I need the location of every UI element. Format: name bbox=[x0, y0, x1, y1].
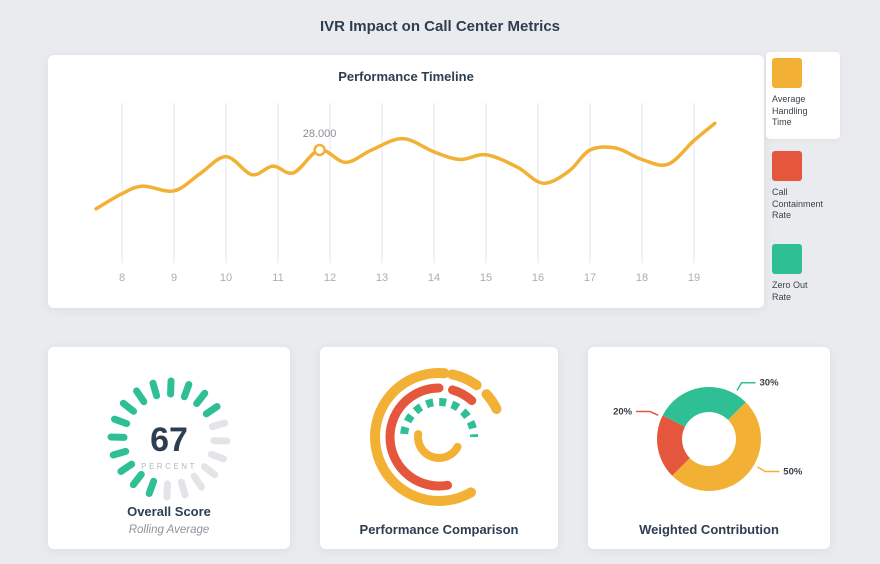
donut-slice-50%[interactable] bbox=[672, 402, 761, 491]
legend-swatch-yellow-icon bbox=[772, 58, 802, 88]
comparison-arc-red bbox=[385, 383, 453, 491]
gauge-unit: PERCENT bbox=[141, 462, 197, 471]
performance-comparison-card: Performance Comparison bbox=[320, 347, 558, 549]
gauge-title: Overall Score bbox=[127, 504, 211, 519]
donut-title: Weighted Contribution bbox=[639, 522, 779, 537]
x-axis-tick: 16 bbox=[532, 272, 544, 284]
comparison-arc-yellow bbox=[414, 430, 462, 462]
x-axis-tick: 18 bbox=[636, 272, 648, 284]
legend-item-call-containment-rate[interactable]: Call Containment Rate bbox=[766, 145, 840, 232]
donut-leader-line bbox=[757, 466, 780, 473]
x-axis-tick: 11 bbox=[272, 272, 283, 284]
comparison-arc-yellow bbox=[447, 369, 482, 391]
weighted-contribution-card: 20% 30% 50% Weighted Contribution bbox=[588, 347, 830, 549]
x-axis-tick: 19 bbox=[688, 272, 700, 284]
timeline-line-chart: 8 9 10 11 12 13 14 15 16 17 18 19 28.000 bbox=[94, 103, 717, 284]
performance-timeline-card: Performance Timeline 8 9 10 11 12 13 14 15 16 17 1… bbox=[48, 55, 764, 308]
donut-label: 50% bbox=[783, 467, 803, 478]
point-annotation: 28.000 bbox=[303, 128, 337, 140]
donut-slice-20%[interactable] bbox=[657, 415, 690, 476]
performance-comparison-radial-chart bbox=[370, 368, 502, 506]
x-axis-tick: 17 bbox=[584, 272, 596, 284]
timeline-title: Performance Timeline bbox=[338, 69, 474, 84]
page-title: IVR Impact on Call Center Metrics bbox=[319, 18, 561, 35]
chart-legend: Average Handling Time Call Containment R… bbox=[766, 52, 840, 320]
legend-label: Zero Out Rate bbox=[772, 280, 808, 302]
x-axis-tick: 14 bbox=[428, 272, 440, 284]
x-axis-tick: 9 bbox=[171, 272, 177, 284]
donut-label: 30% bbox=[760, 378, 780, 389]
weighted-contribution-donut-chart: 20% 30% 50% bbox=[613, 378, 803, 491]
x-axis-tick: 15 bbox=[480, 272, 492, 284]
legend-swatch-teal-icon bbox=[772, 244, 802, 275]
x-axis-tick: 10 bbox=[220, 272, 232, 284]
gauge-dashes bbox=[107, 377, 231, 501]
donut-leader-line bbox=[736, 381, 756, 391]
legend-swatch-red-icon bbox=[772, 151, 802, 182]
legend-item-average-handling-time[interactable]: Average Handling Time bbox=[766, 52, 840, 140]
x-axis-tick: 12 bbox=[324, 272, 336, 284]
legend-label: Call Containment Rate bbox=[772, 187, 824, 221]
timeline-series-line bbox=[94, 121, 717, 211]
x-axis-tick: 8 bbox=[119, 272, 125, 284]
x-axis-tick: 13 bbox=[376, 272, 388, 284]
gauge-subtitle: Rolling Average bbox=[128, 524, 210, 536]
comparison-arc-teal bbox=[400, 398, 478, 438]
legend-label: Average Handling Time bbox=[772, 94, 808, 128]
donut-label: 20% bbox=[613, 407, 633, 418]
donut-leader-line bbox=[636, 410, 659, 417]
comparison-arc-yellow bbox=[481, 389, 502, 414]
comparison-title: Performance Comparison bbox=[359, 522, 519, 537]
timeline-point-marker[interactable] bbox=[313, 143, 326, 157]
gauge-value: 67 bbox=[150, 421, 188, 459]
donut-slice-30%[interactable] bbox=[662, 387, 746, 427]
comparison-arc-yellow bbox=[370, 368, 476, 506]
comparison-arc-red bbox=[448, 385, 477, 406]
overall-score-card: 67 PERCENT Overall Score Rolling Average bbox=[48, 347, 290, 549]
overall-score-gauge: 67 PERCENT bbox=[107, 377, 231, 501]
legend-item-zero-out-rate[interactable]: Zero Out Rate bbox=[766, 238, 840, 313]
